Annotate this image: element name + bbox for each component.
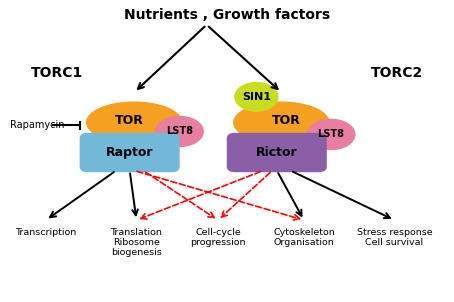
Text: TORC1: TORC1 — [31, 66, 84, 80]
Text: Rapamycin: Rapamycin — [10, 120, 64, 130]
Text: SIN1: SIN1 — [242, 92, 271, 102]
Text: Transcription: Transcription — [15, 228, 77, 237]
FancyBboxPatch shape — [227, 133, 327, 172]
Text: Cell-cycle
progression: Cell-cycle progression — [190, 228, 246, 247]
Text: Raptor: Raptor — [106, 146, 153, 159]
Ellipse shape — [307, 119, 355, 149]
FancyBboxPatch shape — [79, 133, 180, 172]
Text: Nutrients , Growth factors: Nutrients , Growth factors — [124, 8, 330, 22]
Text: Stress response
Cell survival: Stress response Cell survival — [357, 228, 432, 247]
Text: LST8: LST8 — [318, 130, 345, 140]
Ellipse shape — [235, 83, 278, 111]
Text: Cytoskeleton
Organisation: Cytoskeleton Organisation — [273, 228, 335, 247]
Ellipse shape — [234, 102, 329, 143]
Ellipse shape — [156, 117, 203, 146]
Text: Translation
Ribosome
biogenesis: Translation Ribosome biogenesis — [110, 228, 163, 258]
Text: Rictor: Rictor — [256, 146, 298, 159]
Text: LST8: LST8 — [166, 127, 193, 137]
Text: TOR: TOR — [271, 114, 300, 127]
Text: TORC2: TORC2 — [370, 66, 423, 80]
Text: TOR: TOR — [115, 114, 144, 127]
Ellipse shape — [87, 102, 182, 143]
